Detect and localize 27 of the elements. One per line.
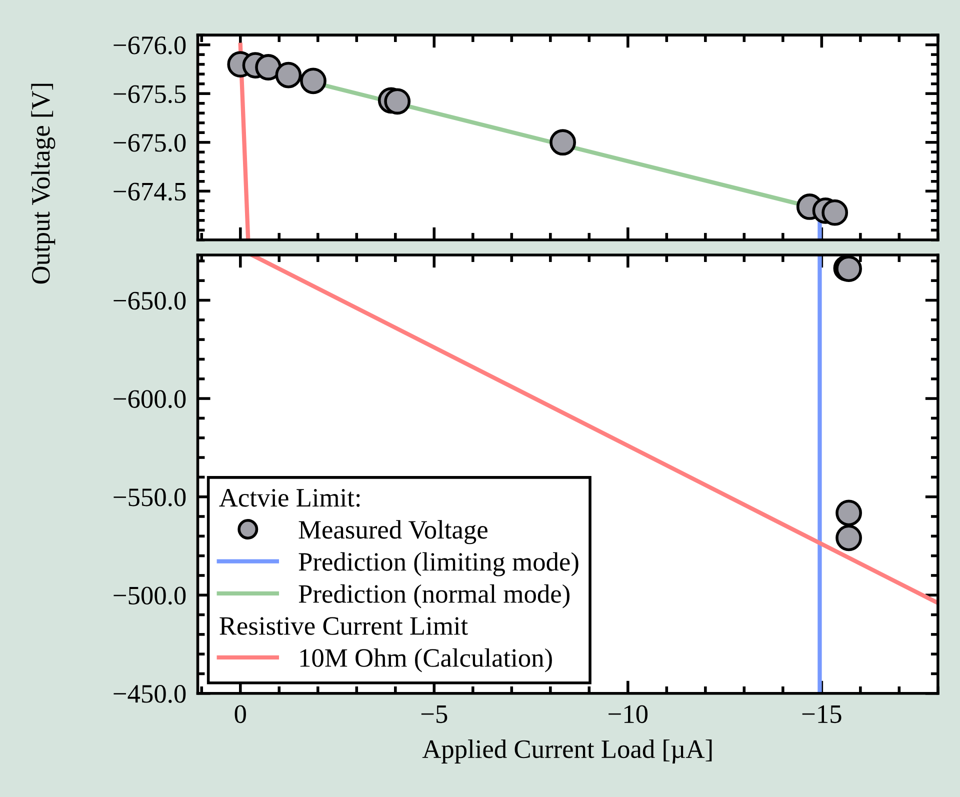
y-tick-label: −676.0 bbox=[114, 36, 186, 54]
y-tick-label: −674.5 bbox=[114, 182, 186, 201]
x-tick-label: −5 bbox=[421, 706, 448, 724]
legend-label: Measured Voltage bbox=[298, 520, 488, 544]
legend-label: Prediction (limiting mode) bbox=[298, 552, 578, 576]
y-axis-title: Output Voltage [V] bbox=[31, 84, 56, 284]
annotation: Resistive Current Limit bbox=[220, 617, 468, 635]
x-tick-label: 0 bbox=[234, 705, 246, 724]
y-tick-label: −550.0 bbox=[114, 488, 186, 506]
legend-label: Prediction (normal mode) bbox=[298, 584, 570, 608]
y-tick-label: −675.0 bbox=[114, 134, 186, 152]
x-tick-label: −10 bbox=[608, 705, 648, 724]
x-axis-title: Applied Current Load [µA] bbox=[422, 740, 712, 764]
y-tick-label: −675.5 bbox=[114, 85, 186, 104]
y-tick-label: −650.0 bbox=[114, 292, 186, 310]
y-tick-label: −500.0 bbox=[114, 586, 186, 605]
point bbox=[822, 199, 848, 226]
point bbox=[550, 129, 576, 156]
point bbox=[300, 68, 326, 94]
legend-title: Actvie Limit: bbox=[219, 488, 360, 507]
y-tick-label: −450.0 bbox=[114, 684, 186, 703]
x-tick-label: −15 bbox=[802, 705, 842, 724]
point bbox=[275, 62, 302, 88]
point bbox=[384, 88, 411, 115]
y-tick-label: −600.0 bbox=[114, 390, 186, 408]
legend-label: 10M Ohm (Calculation) bbox=[300, 648, 552, 672]
point bbox=[255, 54, 282, 80]
